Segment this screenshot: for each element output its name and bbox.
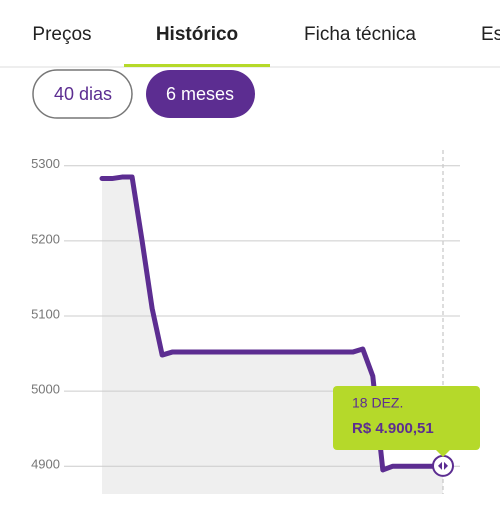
tab[interactable]: Preços (32, 24, 91, 45)
tab-active[interactable]: Histórico (156, 24, 238, 45)
y-tick-label: 4900 (31, 457, 60, 472)
tooltip-pointer (435, 449, 451, 457)
tooltip (333, 386, 480, 450)
tooltip-date: 18 DEZ. (352, 395, 403, 411)
chart: 4900 5000 5100 5200 5300 18 DEZ. R$ 4.900,51 (31, 150, 480, 494)
selected-point (432, 454, 454, 477)
range-button-label[interactable]: 40 dias (54, 84, 112, 104)
tooltip-value: R$ 4.900,51 (352, 420, 434, 437)
y-tick-label: 5100 (31, 306, 60, 321)
price-line (99, 174, 446, 473)
range-button-label[interactable]: 6 meses (166, 84, 234, 104)
tab[interactable]: Ficha técnica (304, 24, 416, 45)
y-tick-label: 5200 (31, 231, 60, 246)
y-tick-label: 5000 (31, 382, 60, 397)
active-tab-underline (124, 64, 270, 67)
point-icon (438, 461, 448, 470)
range-button[interactable] (32, 69, 133, 119)
range-button-active[interactable] (146, 70, 255, 118)
y-tick-label: 5300 (31, 156, 60, 171)
tab[interactable]: Es (481, 24, 500, 45)
